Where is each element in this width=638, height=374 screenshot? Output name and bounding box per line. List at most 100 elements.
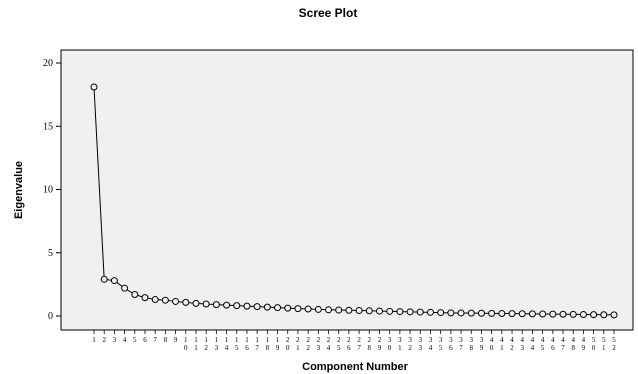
x-axis: 1 2 3 4 5 6 7 8 9 1 01 11 21 31 41 51 61 71 81 92 02 12 22 32 42… (92, 330, 616, 352)
data-point (335, 306, 343, 314)
data-point (406, 308, 414, 316)
data-point (90, 83, 98, 91)
data-point (141, 294, 149, 302)
data-point (375, 307, 383, 315)
data-point (314, 305, 322, 313)
data-point (202, 300, 210, 308)
data-point (539, 310, 547, 318)
data-point (172, 297, 180, 305)
data-point (223, 301, 231, 309)
data-point (212, 301, 220, 309)
data-point (508, 310, 516, 318)
data-point (467, 309, 475, 317)
data-point (590, 311, 598, 319)
data-point (477, 309, 485, 317)
data-point (100, 275, 108, 283)
data-point (498, 309, 506, 317)
data-point (488, 309, 496, 317)
data-point (447, 309, 455, 317)
x-tick-label: 1 (92, 336, 96, 344)
data-point (121, 284, 129, 292)
data-point (579, 310, 587, 318)
data-point (233, 302, 241, 310)
data-point (437, 309, 445, 317)
data-point (161, 296, 169, 304)
data-point (457, 309, 465, 317)
x-tick-label: 6 (143, 336, 147, 344)
x-tick-label: 8 (164, 336, 168, 344)
plot-area (60, 49, 634, 331)
data-point (182, 298, 190, 306)
data-point (549, 310, 557, 318)
data-point (151, 296, 159, 304)
data-point (426, 308, 434, 316)
data-point (345, 306, 353, 314)
data-points (90, 83, 618, 319)
x-tick-label: 4 (123, 336, 127, 344)
series-line (93, 87, 615, 316)
y-tick-label: 0 (48, 311, 53, 322)
data-point (600, 311, 608, 319)
y-axis: 0 5 10 15 20 (43, 58, 61, 322)
data-point (325, 306, 333, 314)
chart-title: Scree Plot (299, 6, 358, 20)
x-tick-label: 9 (174, 336, 178, 344)
x-tick-label: 3 (113, 336, 117, 344)
data-point (569, 310, 577, 318)
data-point (528, 310, 536, 318)
x-tick-label: 2 (102, 336, 106, 344)
x-axis-label: Component Number (302, 361, 408, 373)
data-point (294, 305, 302, 313)
y-tick-label: 20 (43, 58, 53, 69)
x-tick-label: 5 (133, 336, 137, 344)
data-point (110, 277, 118, 285)
data-point (263, 303, 271, 311)
y-axis-label: Eigenvalue (13, 161, 25, 219)
data-point (365, 307, 373, 315)
data-point (274, 304, 282, 312)
y-tick-label: 10 (43, 185, 53, 196)
data-point (284, 304, 292, 312)
data-point (610, 311, 618, 319)
data-point (192, 299, 200, 307)
data-point (131, 291, 139, 298)
data-point (243, 302, 251, 310)
y-tick-label: 5 (48, 248, 53, 259)
